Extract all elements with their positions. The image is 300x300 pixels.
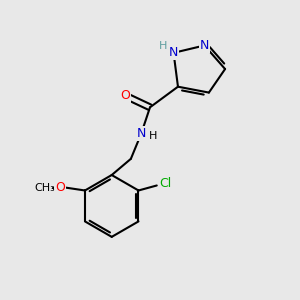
- Text: N: N: [200, 39, 209, 52]
- Text: H: H: [149, 131, 158, 141]
- Text: O: O: [55, 181, 65, 194]
- Text: Cl: Cl: [159, 177, 171, 190]
- Text: CH₃: CH₃: [35, 182, 56, 193]
- Text: N: N: [136, 127, 146, 140]
- Text: O: O: [120, 89, 130, 102]
- Text: H: H: [159, 41, 167, 51]
- Text: N: N: [169, 46, 178, 59]
